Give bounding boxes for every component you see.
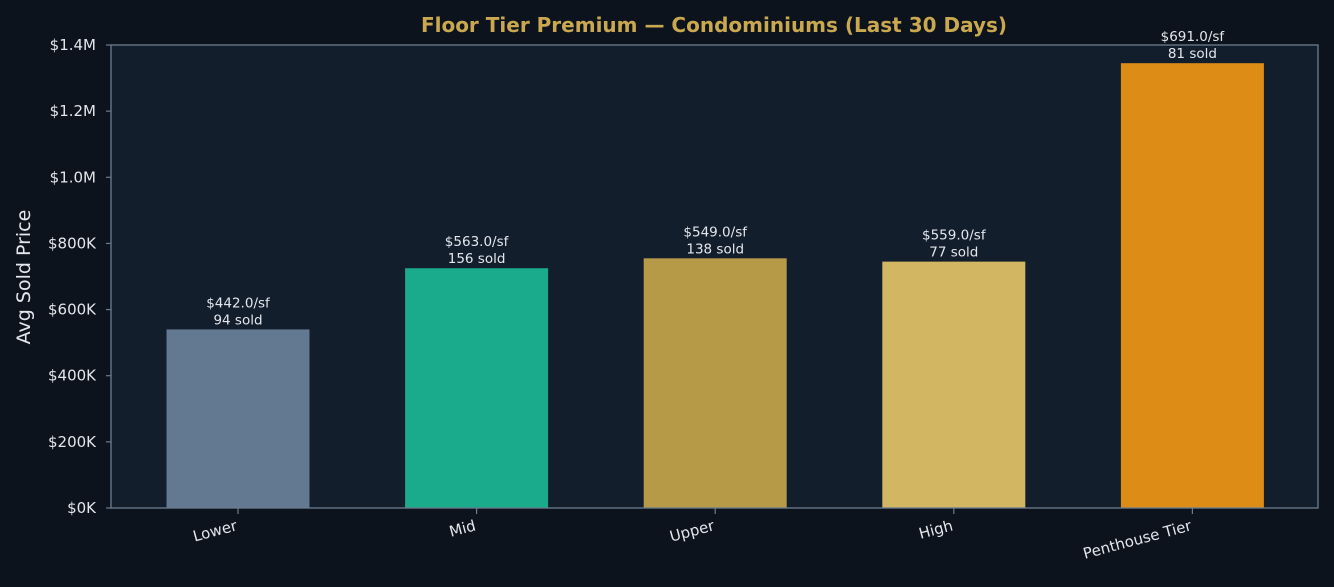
bars-layer — [166, 63, 1264, 509]
sold-count-label: 77 sold — [929, 245, 978, 261]
bar-high — [882, 261, 1026, 508]
y-tick-label: $1.0M — [50, 168, 96, 186]
sold-count-label: 94 sold — [213, 312, 262, 328]
y-axis: $0K $200K $400K $600K $800K $1.0M $1.2M $1.4M — [48, 36, 111, 517]
price-per-sf-label: $563.0/sf — [445, 234, 510, 250]
plot-frame — [110, 44, 1319, 509]
bar-mid — [405, 268, 549, 508]
y-tick-label: $400K — [48, 367, 97, 385]
sold-count-label: 156 sold — [448, 251, 506, 267]
y-tick-label: $600K — [48, 301, 97, 319]
price-per-sf-label: $559.0/sf — [922, 228, 987, 244]
bar-lower — [166, 329, 310, 508]
price-per-sf-label: $691.0/sf — [1161, 29, 1226, 45]
price-per-sf-label: $549.0/sf — [683, 224, 748, 240]
price-per-sf-label: $442.0/sf — [206, 295, 271, 311]
y-axis-label: Avg Sold Price — [13, 210, 35, 345]
y-tick-label: $200K — [48, 433, 97, 451]
y-tick-label: $1.4M — [50, 36, 96, 54]
chart-title: Floor Tier Premium — Condominiums (Last … — [421, 13, 1007, 37]
bar-upper — [643, 258, 787, 508]
bar-penthouse-tier — [1120, 63, 1264, 509]
y-tick-label: $0K — [67, 499, 97, 517]
y-tick-label: $800K — [48, 234, 97, 252]
y-tick-label: $1.2M — [50, 102, 96, 120]
sold-count-label: 138 sold — [686, 241, 744, 257]
sold-count-label: 81 sold — [1168, 46, 1217, 62]
